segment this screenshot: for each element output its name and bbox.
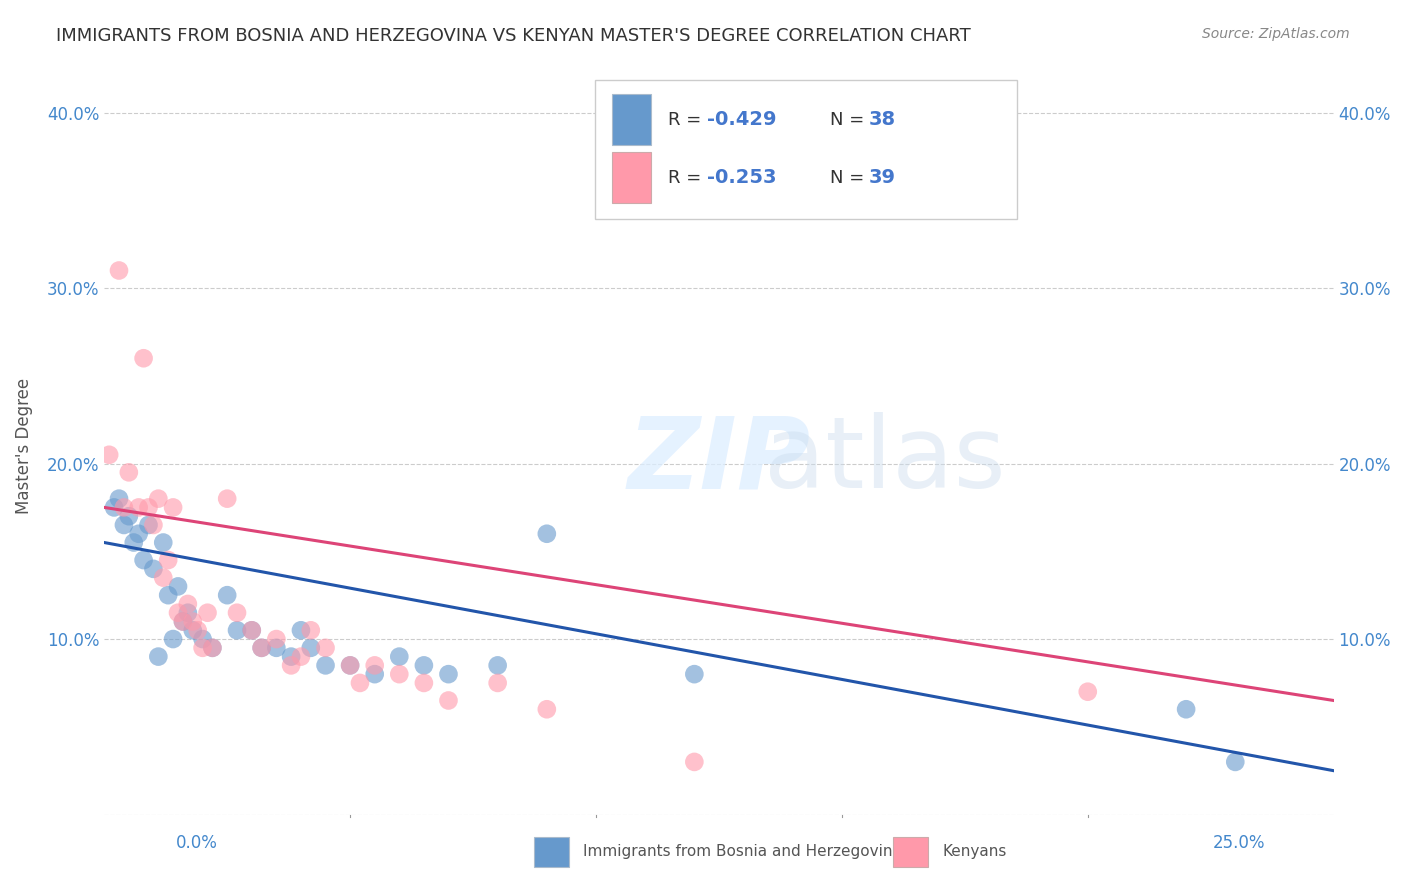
Point <box>315 640 337 655</box>
Text: ZIP: ZIP <box>627 412 810 509</box>
Point <box>181 624 204 638</box>
Point <box>388 667 411 681</box>
Point <box>250 640 273 655</box>
Text: IMMIGRANTS FROM BOSNIA AND HERZEGOVINA VS KENYAN MASTER'S DEGREE CORRELATION CHA: IMMIGRANTS FROM BOSNIA AND HERZEGOVINA V… <box>56 27 972 45</box>
Point <box>217 491 239 506</box>
Point <box>118 509 141 524</box>
Text: 38: 38 <box>869 110 896 129</box>
Point <box>162 632 184 646</box>
Point <box>486 658 509 673</box>
Text: -0.253: -0.253 <box>707 168 776 187</box>
Point <box>148 491 170 506</box>
Text: -0.429: -0.429 <box>707 110 776 129</box>
Point <box>112 500 135 515</box>
Point <box>108 491 131 506</box>
Point <box>315 658 337 673</box>
Point <box>177 606 200 620</box>
Point <box>240 624 263 638</box>
Point <box>191 640 214 655</box>
Point <box>122 535 145 549</box>
Text: Immigrants from Bosnia and Herzegovina: Immigrants from Bosnia and Herzegovina <box>583 845 903 859</box>
Point <box>486 676 509 690</box>
Text: Kenyans: Kenyans <box>942 845 1007 859</box>
Point <box>108 263 131 277</box>
Text: R =: R = <box>668 169 707 186</box>
Point <box>138 518 160 533</box>
Point <box>683 755 706 769</box>
Point <box>536 526 558 541</box>
Point <box>172 615 194 629</box>
Point <box>152 571 174 585</box>
Point <box>217 588 239 602</box>
Text: N =: N = <box>830 169 869 186</box>
Point <box>364 667 387 681</box>
Point <box>388 649 411 664</box>
Point <box>103 500 125 515</box>
Point <box>226 606 249 620</box>
Point <box>339 658 361 673</box>
Point <box>250 640 273 655</box>
Point <box>1175 702 1198 716</box>
Point <box>167 579 190 593</box>
Point <box>1225 755 1247 769</box>
Point <box>683 667 706 681</box>
Text: N =: N = <box>830 111 869 128</box>
Point <box>197 606 219 620</box>
Point <box>177 597 200 611</box>
Point <box>187 624 209 638</box>
Text: 0.0%: 0.0% <box>176 834 218 852</box>
Point <box>290 649 312 664</box>
Point <box>157 588 180 602</box>
Point <box>412 658 434 673</box>
Point <box>290 624 312 638</box>
Point <box>98 448 121 462</box>
Point <box>181 615 204 629</box>
Text: 39: 39 <box>869 168 896 187</box>
Text: atlas: atlas <box>763 412 1005 509</box>
Point <box>240 624 263 638</box>
Point <box>280 658 302 673</box>
Point <box>280 649 302 664</box>
Point <box>299 640 322 655</box>
Point <box>536 702 558 716</box>
Point <box>128 526 150 541</box>
Point <box>142 518 165 533</box>
Text: R =: R = <box>668 111 707 128</box>
Point <box>1077 684 1099 698</box>
Text: Source: ZipAtlas.com: Source: ZipAtlas.com <box>1202 27 1350 41</box>
Point <box>152 535 174 549</box>
Point <box>364 658 387 673</box>
Point <box>148 649 170 664</box>
Point <box>437 667 460 681</box>
Point <box>142 562 165 576</box>
Point <box>349 676 371 690</box>
Point <box>299 624 322 638</box>
Point <box>112 518 135 533</box>
Point <box>132 351 155 366</box>
Point <box>201 640 224 655</box>
Point <box>339 658 361 673</box>
Point <box>412 676 434 690</box>
Point <box>266 640 288 655</box>
Point <box>172 615 194 629</box>
Point <box>132 553 155 567</box>
Point <box>437 693 460 707</box>
Point <box>191 632 214 646</box>
Point <box>167 606 190 620</box>
Point <box>226 624 249 638</box>
Point <box>157 553 180 567</box>
Point <box>138 500 160 515</box>
Point <box>118 466 141 480</box>
Point <box>266 632 288 646</box>
Y-axis label: Master's Degree: Master's Degree <box>15 378 32 514</box>
Point <box>201 640 224 655</box>
Text: 25.0%: 25.0% <box>1213 834 1265 852</box>
Point <box>128 500 150 515</box>
Point <box>162 500 184 515</box>
